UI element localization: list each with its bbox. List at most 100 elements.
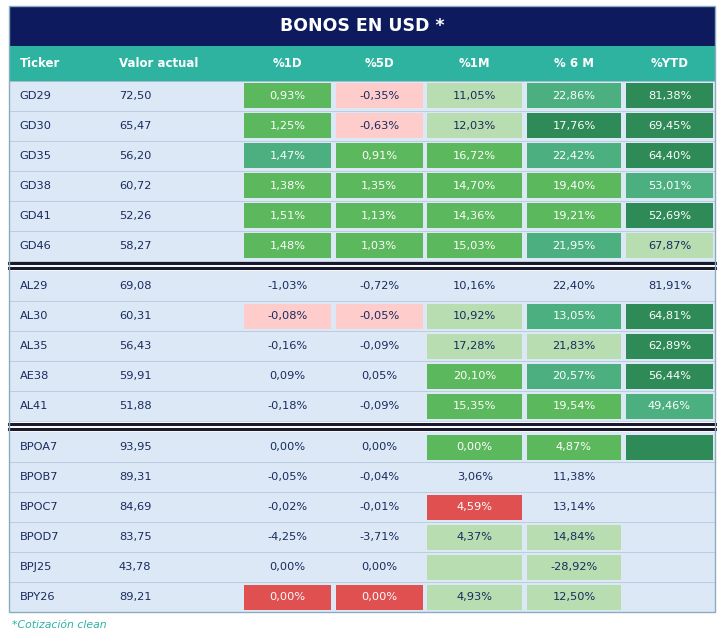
Bar	[526, 113, 621, 138]
Bar	[427, 304, 522, 329]
Text: 56,44%: 56,44%	[648, 371, 691, 381]
Text: BPOC7: BPOC7	[20, 502, 58, 512]
Text: %1D: %1D	[273, 57, 303, 70]
Text: -0,09%: -0,09%	[359, 401, 400, 412]
Text: 13,14%: 13,14%	[552, 502, 596, 512]
Bar	[335, 304, 423, 329]
Text: GD38: GD38	[20, 181, 51, 190]
Text: 22,42%: 22,42%	[552, 151, 595, 160]
Bar	[626, 83, 713, 108]
Text: 21,95%: 21,95%	[552, 241, 596, 250]
Text: 0,00%: 0,00%	[457, 442, 493, 452]
Bar	[427, 334, 522, 359]
Bar	[244, 143, 331, 168]
Bar	[526, 525, 621, 550]
Text: 14,70%: 14,70%	[453, 181, 497, 190]
Text: %5D: %5D	[364, 57, 394, 70]
Bar	[9, 552, 715, 582]
Bar	[9, 6, 715, 47]
Text: -0,01%: -0,01%	[359, 502, 400, 512]
Text: 81,91%: 81,91%	[648, 281, 691, 291]
Bar	[9, 432, 715, 462]
Text: 12,03%: 12,03%	[453, 121, 497, 130]
Bar	[526, 394, 621, 419]
Text: 60,72: 60,72	[119, 181, 151, 190]
Text: 89,31: 89,31	[119, 472, 151, 482]
Text: GD30: GD30	[20, 121, 51, 130]
Bar	[244, 233, 331, 258]
Text: 11,05%: 11,05%	[453, 91, 497, 100]
Bar	[427, 203, 522, 228]
Text: -28,92%: -28,92%	[550, 562, 597, 572]
Bar	[9, 231, 715, 261]
Text: BPY26: BPY26	[20, 592, 55, 602]
Bar	[244, 113, 331, 138]
Bar	[9, 47, 715, 81]
Bar	[244, 585, 331, 610]
Text: 89,21: 89,21	[119, 592, 151, 602]
Bar	[335, 203, 423, 228]
Text: -0,04%: -0,04%	[359, 472, 399, 482]
Text: 21,83%: 21,83%	[552, 341, 596, 351]
Text: -0,08%: -0,08%	[267, 311, 308, 321]
Bar	[626, 394, 713, 419]
Text: 20,10%: 20,10%	[453, 371, 497, 381]
Bar	[526, 364, 621, 389]
Text: 20,57%: 20,57%	[552, 371, 596, 381]
Bar	[9, 81, 715, 111]
Text: 0,00%: 0,00%	[269, 592, 306, 602]
Bar	[427, 233, 522, 258]
Text: 60,31: 60,31	[119, 311, 151, 321]
Text: 4,93%: 4,93%	[457, 592, 492, 602]
Bar	[626, 113, 713, 138]
Text: 15,35%: 15,35%	[453, 401, 497, 412]
Text: -3,71%: -3,71%	[359, 532, 400, 542]
Bar	[427, 435, 522, 459]
Text: BPOD7: BPOD7	[20, 532, 59, 542]
Text: 13,05%: 13,05%	[552, 311, 596, 321]
Text: 11,38%: 11,38%	[552, 472, 596, 482]
Text: GD35: GD35	[20, 151, 51, 160]
Text: 56,43: 56,43	[119, 341, 151, 351]
Text: 1,38%: 1,38%	[269, 181, 306, 190]
Text: AL29: AL29	[20, 281, 48, 291]
Bar	[427, 364, 522, 389]
Text: 16,72%: 16,72%	[453, 151, 496, 160]
Text: 0,91%: 0,91%	[361, 151, 397, 160]
Text: 1,35%: 1,35%	[361, 181, 397, 190]
Text: -0,05%: -0,05%	[267, 472, 308, 482]
Bar	[9, 392, 715, 422]
Text: BPOA7: BPOA7	[20, 442, 58, 452]
Bar	[9, 111, 715, 141]
Bar	[526, 435, 621, 459]
Text: 4,59%: 4,59%	[457, 502, 492, 512]
Text: 59,91: 59,91	[119, 371, 151, 381]
Text: 43,78: 43,78	[119, 562, 151, 572]
Bar	[526, 203, 621, 228]
Bar	[626, 173, 713, 198]
Bar	[626, 143, 713, 168]
Text: 53,01%: 53,01%	[648, 181, 691, 190]
Bar	[626, 334, 713, 359]
Text: 62,89%: 62,89%	[648, 341, 691, 351]
Text: 0,00%: 0,00%	[361, 562, 397, 572]
Text: *Cotización clean: *Cotización clean	[12, 620, 107, 630]
Text: -0,02%: -0,02%	[267, 502, 308, 512]
Text: BONOS EN USD *: BONOS EN USD *	[279, 17, 445, 35]
Text: 12,50%: 12,50%	[552, 592, 596, 602]
Bar	[427, 143, 522, 168]
Text: AL30: AL30	[20, 311, 48, 321]
Bar	[9, 492, 715, 522]
Bar	[427, 83, 522, 108]
Bar	[427, 495, 522, 520]
Text: -0,18%: -0,18%	[267, 401, 308, 412]
Text: 81,38%: 81,38%	[648, 91, 691, 100]
Bar	[526, 173, 621, 198]
Text: 17,28%: 17,28%	[453, 341, 497, 351]
Text: 19,54%: 19,54%	[552, 401, 596, 412]
Text: AE38: AE38	[20, 371, 49, 381]
Bar	[427, 585, 522, 610]
Text: Valor actual: Valor actual	[119, 57, 198, 70]
Text: 4,37%: 4,37%	[457, 532, 492, 542]
Text: 52,69%: 52,69%	[648, 211, 691, 220]
